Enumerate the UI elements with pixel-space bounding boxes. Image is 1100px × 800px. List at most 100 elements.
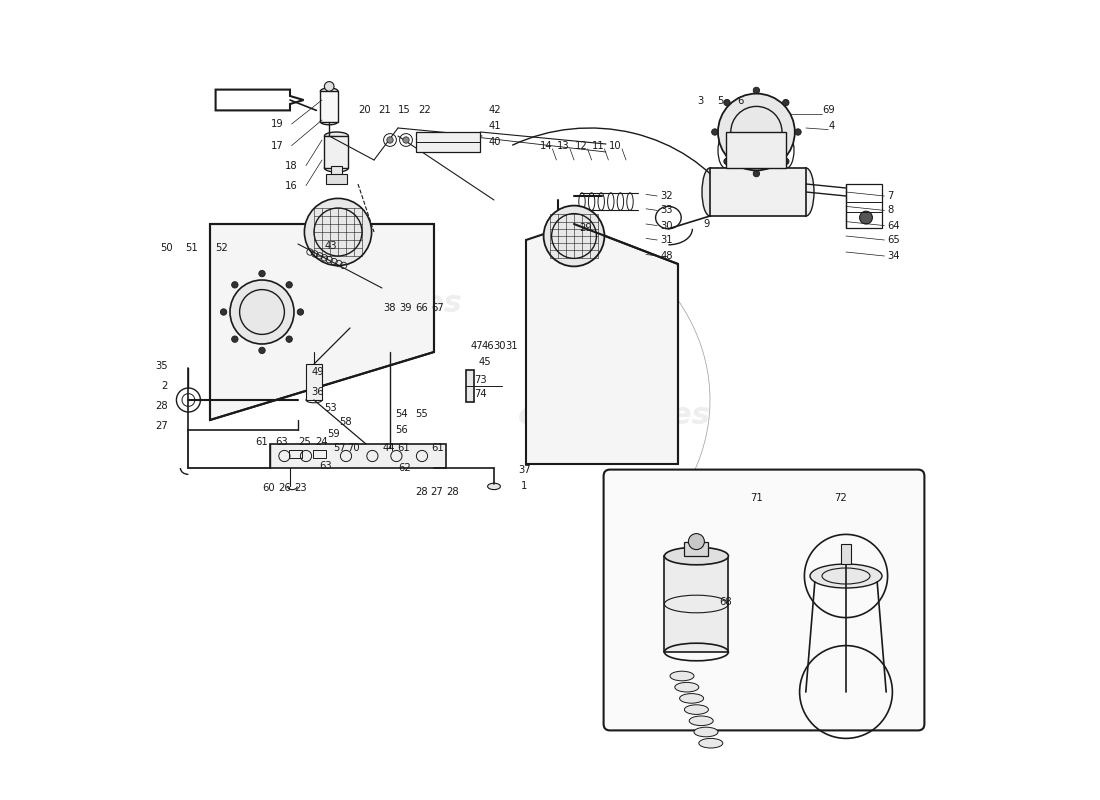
Ellipse shape (798, 168, 814, 216)
Text: 31: 31 (505, 342, 518, 351)
Ellipse shape (324, 132, 349, 140)
Ellipse shape (702, 168, 718, 216)
Text: 70: 70 (348, 443, 361, 453)
Circle shape (795, 129, 801, 135)
Bar (466, 370, 474, 402)
Circle shape (297, 309, 304, 315)
Circle shape (543, 206, 604, 266)
Text: 11: 11 (592, 141, 604, 150)
Text: 53: 53 (324, 403, 337, 413)
Text: 1: 1 (521, 481, 528, 490)
Text: 61: 61 (255, 437, 268, 446)
Circle shape (782, 158, 789, 165)
Text: 55: 55 (416, 409, 428, 418)
Ellipse shape (810, 564, 882, 588)
Text: 4: 4 (828, 122, 835, 131)
Text: 32: 32 (660, 191, 673, 201)
Text: 42: 42 (488, 106, 501, 115)
Text: 41: 41 (488, 122, 501, 131)
Text: 27: 27 (430, 487, 443, 497)
Bar (320, 91, 338, 122)
Text: 48: 48 (660, 251, 673, 261)
Text: 28: 28 (416, 487, 428, 497)
Circle shape (724, 158, 730, 165)
Text: 52: 52 (216, 243, 229, 253)
Text: 38: 38 (384, 303, 396, 313)
Circle shape (232, 336, 238, 342)
Circle shape (387, 137, 393, 143)
Bar (270, 444, 446, 468)
Ellipse shape (680, 694, 704, 703)
Text: 45: 45 (478, 358, 491, 367)
Bar (842, 544, 850, 564)
Text: 24: 24 (316, 437, 328, 446)
Text: 43: 43 (324, 241, 337, 250)
Text: 25: 25 (298, 437, 311, 446)
Text: 74: 74 (474, 389, 486, 398)
Text: 30: 30 (493, 342, 506, 351)
Text: eurospares: eurospares (270, 290, 462, 318)
Text: 56: 56 (396, 425, 408, 434)
Text: 2: 2 (162, 382, 167, 391)
Text: 57: 57 (333, 443, 346, 453)
Bar (289, 450, 302, 458)
Text: 64: 64 (888, 221, 900, 230)
Circle shape (754, 170, 760, 177)
Text: 63: 63 (275, 437, 287, 446)
Bar (417, 132, 481, 152)
Circle shape (232, 282, 238, 288)
Ellipse shape (694, 727, 718, 737)
Text: 67: 67 (431, 303, 444, 313)
Polygon shape (526, 224, 678, 464)
Ellipse shape (664, 547, 728, 565)
Text: eurospares: eurospares (518, 402, 711, 430)
Ellipse shape (690, 716, 713, 726)
Text: 34: 34 (888, 251, 900, 261)
Bar (846, 184, 882, 228)
Text: 28: 28 (447, 487, 459, 497)
Text: 36: 36 (311, 387, 324, 397)
Circle shape (403, 137, 409, 143)
Circle shape (718, 94, 795, 170)
Text: 62: 62 (398, 463, 410, 473)
Ellipse shape (684, 705, 708, 714)
Circle shape (258, 347, 265, 354)
Text: 29: 29 (580, 223, 593, 233)
Bar (710, 168, 806, 216)
Polygon shape (210, 224, 434, 420)
Text: 18: 18 (285, 161, 298, 170)
Bar (324, 136, 349, 168)
Text: 61: 61 (397, 443, 410, 453)
Circle shape (712, 129, 718, 135)
Text: 23: 23 (294, 483, 307, 493)
Text: 73: 73 (474, 375, 486, 385)
Circle shape (305, 198, 372, 266)
Text: 68: 68 (719, 598, 733, 607)
Text: 27: 27 (155, 421, 167, 430)
Text: 20: 20 (359, 106, 371, 115)
Text: 22: 22 (418, 106, 431, 115)
Text: 5: 5 (717, 96, 724, 106)
Bar (326, 174, 346, 184)
Text: 40: 40 (488, 138, 501, 147)
Text: 63: 63 (320, 461, 332, 470)
Circle shape (689, 534, 704, 550)
Text: 8: 8 (888, 206, 894, 215)
Circle shape (230, 280, 294, 344)
Text: 7: 7 (888, 191, 894, 201)
Circle shape (782, 99, 789, 106)
Text: 59: 59 (328, 429, 340, 438)
Text: 35: 35 (155, 362, 167, 371)
Text: 19: 19 (271, 119, 284, 129)
Text: 37: 37 (518, 465, 530, 474)
Text: 44: 44 (382, 443, 395, 453)
Polygon shape (216, 90, 304, 110)
Bar (306, 364, 322, 400)
Text: 9: 9 (704, 219, 710, 229)
Text: 51: 51 (185, 243, 198, 253)
Circle shape (724, 99, 730, 106)
Ellipse shape (674, 682, 698, 692)
Text: 26: 26 (278, 483, 290, 493)
Text: 13: 13 (558, 141, 570, 150)
Text: 28: 28 (155, 401, 167, 410)
